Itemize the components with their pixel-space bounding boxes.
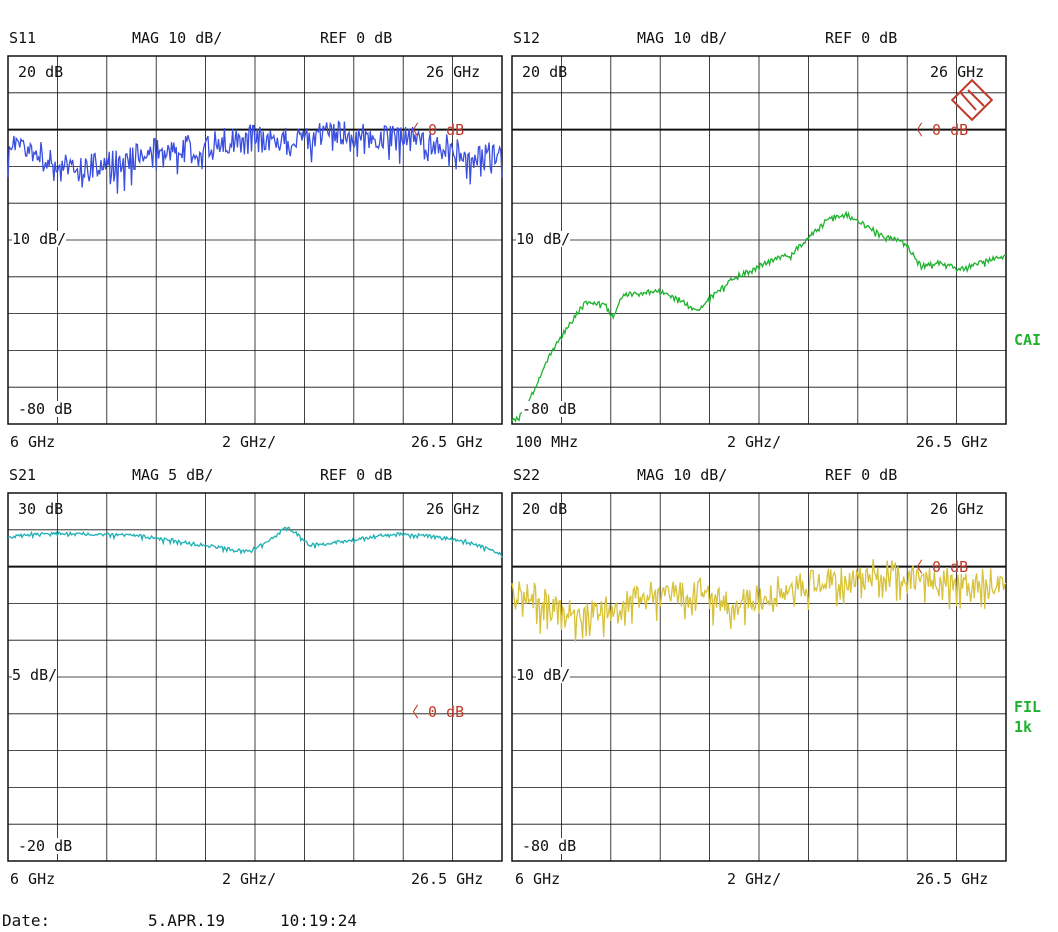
s11-ref-marker: 〈 0 dB	[404, 121, 465, 139]
s11-bottom-level: -80 dB	[18, 400, 73, 418]
s21-param: S21	[9, 466, 37, 484]
s11-mag: MAG 10 dB/	[132, 29, 223, 47]
s21-ref: REF 0 dB	[320, 466, 393, 484]
s21-stop: 26.5 GHz	[411, 870, 484, 888]
s12-grid	[511, 55, 1007, 425]
s22-stop: 26.5 GHz	[916, 870, 989, 888]
time-value: 10:19:24	[280, 911, 358, 930]
s22-top-level: 20 dB	[522, 500, 568, 518]
s11-scale: 10 dB/	[12, 230, 67, 248]
date-label: Date:	[2, 911, 51, 930]
s11-trace	[7, 120, 503, 194]
s22-grid	[511, 492, 1007, 862]
s22-ref-marker: 〈 0 dB	[908, 558, 969, 576]
cal-label: CAI	[1014, 331, 1042, 349]
filter-label: FIL	[1014, 698, 1042, 716]
s21-trace	[7, 526, 503, 558]
s21-ref-marker: 〈 0 dB	[404, 703, 465, 721]
s22-div: 2 GHz/	[727, 870, 782, 888]
s22-ref: REF 0 dB	[825, 466, 898, 484]
s21-bottom-level: -20 dB	[18, 837, 73, 855]
s12-mag: MAG 10 dB/	[637, 29, 728, 47]
s11-start: 6 GHz	[10, 433, 56, 451]
s21-scale: 5 dB/	[12, 666, 58, 684]
rs-logo-icon	[950, 78, 994, 122]
s12-top-level: 20 dB	[522, 63, 568, 81]
s11-top-level: 20 dB	[18, 63, 64, 81]
s11-ref: REF 0 dB	[320, 29, 393, 47]
s12-scale: 10 dB/	[516, 230, 571, 248]
s12-ref-marker: 〈 0 dB	[908, 121, 969, 139]
trace-layer	[7, 120, 1007, 642]
s11-param: S11	[9, 29, 37, 47]
s11-stop: 26.5 GHz	[411, 433, 484, 451]
s21-mag: MAG 5 dB/	[132, 466, 214, 484]
s12-freq-top: 26 GHz	[930, 63, 985, 81]
s12-start: 100 MHz	[515, 433, 579, 451]
s21-grid	[7, 492, 503, 862]
s12-trace	[511, 210, 1007, 423]
s21-freq-top: 26 GHz	[426, 500, 481, 518]
grid-layer	[7, 55, 1007, 862]
s22-param: S22	[513, 466, 541, 484]
s22-trace	[511, 558, 1007, 642]
s11-freq-top: 26 GHz	[426, 63, 481, 81]
s12-ref: REF 0 dB	[825, 29, 898, 47]
s11-div: 2 GHz/	[222, 433, 277, 451]
s22-start: 6 GHz	[515, 870, 561, 888]
s21-top-level: 30 dB	[18, 500, 64, 518]
s12-div: 2 GHz/	[727, 433, 782, 451]
s21-div: 2 GHz/	[222, 870, 277, 888]
s22-mag: MAG 10 dB/	[637, 466, 728, 484]
s12-stop: 26.5 GHz	[916, 433, 989, 451]
s22-freq-top: 26 GHz	[930, 500, 985, 518]
s12-bottom-level: -80 dB	[522, 400, 577, 418]
filter-bandwidth: 1k	[1014, 718, 1033, 736]
s22-bottom-level: -80 dB	[522, 837, 577, 855]
date-value: 5.APR.19	[148, 911, 226, 930]
s11-grid	[7, 55, 503, 425]
s21-start: 6 GHz	[10, 870, 56, 888]
s22-scale: 10 dB/	[516, 666, 571, 684]
s12-param: S12	[513, 29, 541, 47]
